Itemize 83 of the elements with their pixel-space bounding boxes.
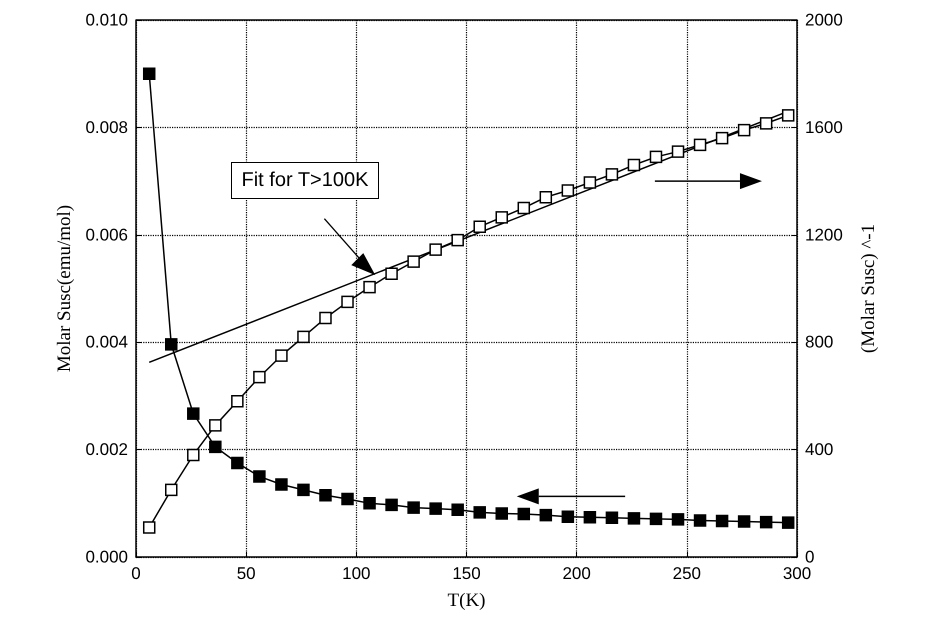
point (738, 124, 750, 136)
y2-tick-label: 800 (805, 332, 834, 352)
x-tick-label: 300 (782, 564, 812, 583)
point (142, 521, 156, 534)
point (297, 484, 310, 496)
point (760, 117, 772, 130)
point (165, 484, 178, 496)
point (341, 492, 354, 506)
point (363, 497, 376, 510)
point (429, 243, 442, 256)
point (738, 515, 750, 528)
y-tick-label: 0.002 (85, 440, 128, 460)
y-tick-label: 0.010 (85, 10, 128, 30)
x-tick-label: 250 (672, 564, 702, 583)
point (562, 510, 574, 523)
point (341, 296, 354, 308)
point (451, 503, 464, 516)
annotation: Fit for T>100K (230, 162, 380, 200)
point (231, 395, 244, 408)
point (540, 190, 552, 204)
point (518, 202, 530, 214)
point (385, 498, 398, 512)
y-tick-label: 0.006 (85, 225, 128, 244)
y2-axis-title: (Molar Susc) ^-1 (858, 224, 879, 354)
point (760, 516, 772, 528)
y-axis-title: Molar Susc(emu/mol) (54, 204, 75, 372)
point (694, 138, 706, 152)
point (209, 419, 222, 432)
point (782, 516, 794, 529)
x-tick-label: 100 (342, 564, 371, 583)
point (628, 158, 640, 172)
y-tick-label: 0.004 (85, 332, 128, 352)
x-tick-label: 0 (131, 564, 141, 583)
point (606, 168, 618, 181)
point (165, 338, 178, 351)
point (407, 255, 420, 268)
point (363, 280, 376, 294)
point (716, 132, 728, 144)
point (319, 488, 332, 502)
point (650, 150, 662, 164)
point (562, 184, 574, 197)
point (297, 330, 310, 344)
y2-tick-label: 400 (805, 440, 834, 460)
y2-tick-label: 2000 (805, 10, 843, 30)
point (694, 514, 706, 527)
point (209, 440, 222, 454)
y2-tick-label: 1200 (805, 225, 843, 244)
point (518, 508, 530, 520)
point (275, 478, 288, 491)
point (650, 512, 662, 526)
point (253, 370, 266, 384)
point (672, 513, 684, 526)
point (628, 512, 640, 525)
point (473, 220, 486, 233)
point (473, 506, 486, 519)
x-tick-label: 200 (562, 564, 591, 583)
x-tick-label: 50 (236, 564, 256, 583)
point (429, 502, 442, 515)
point (187, 407, 200, 420)
y-tick-label: 0.008 (85, 118, 128, 137)
x-tick-label: 150 (452, 564, 481, 583)
point (782, 109, 794, 122)
point (187, 448, 200, 462)
point (584, 176, 596, 189)
y2-tick-label: 1600 (805, 118, 843, 137)
x-axis-title: T(K) (448, 590, 486, 611)
point (319, 312, 332, 324)
point (231, 456, 244, 470)
y2-tick-label: 0 (805, 548, 814, 566)
point (716, 514, 728, 528)
point (142, 67, 156, 80)
point (385, 267, 398, 280)
point (584, 511, 596, 524)
point (606, 512, 618, 524)
y-tick-label: 0.000 (85, 548, 128, 566)
point (407, 501, 420, 514)
point (451, 234, 464, 246)
point (672, 145, 684, 158)
point (253, 470, 266, 483)
point (496, 507, 508, 520)
point (275, 349, 288, 362)
point (540, 508, 552, 522)
point (496, 211, 508, 224)
